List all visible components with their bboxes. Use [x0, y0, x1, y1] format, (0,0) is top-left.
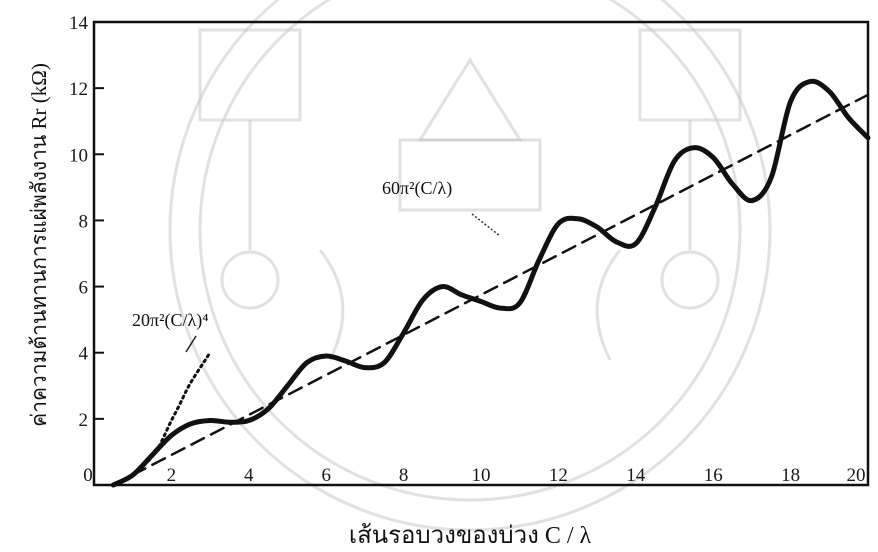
x-axis-title: เส้นรอบวงของบ่วง C / λ — [349, 523, 592, 549]
x-tick-label: 0 — [83, 465, 93, 486]
series-layer — [113, 81, 868, 485]
plot-frame — [94, 22, 868, 485]
x-tick-label: 2 — [167, 465, 177, 486]
y-tick-label: 8 — [79, 211, 89, 232]
x-tick-label: 14 — [626, 465, 646, 486]
y-tick-label: 2 — [79, 410, 89, 431]
x-tick-label: 6 — [321, 465, 331, 486]
y-tick-label: 14 — [69, 13, 89, 34]
series-line-small-loop-approximation — [144, 353, 210, 466]
annotation-leader-2 — [472, 214, 500, 236]
annotation-fourth-power: 20π²(C/λ)⁴ — [132, 310, 208, 331]
x-axis-tick-labels: 0 2 4 6 8 10 12 14 16 18 20 — [83, 465, 865, 486]
x-tick-label: 20 — [847, 465, 866, 486]
y-axis-ticks — [94, 22, 104, 419]
series-line-linear-approximation — [113, 95, 868, 485]
y-axis-title: ค่าความต้านทานการแผ่พลังงาน Rr (kΩ) — [27, 63, 51, 427]
y-tick-label: 4 — [79, 344, 89, 365]
x-tick-label: 18 — [781, 465, 800, 486]
x-tick-label: 12 — [549, 465, 568, 486]
y-tick-label: 12 — [69, 79, 88, 100]
x-tick-label: 4 — [244, 465, 254, 486]
y-tick-label: 10 — [69, 145, 88, 166]
y-axis-tick-labels: 2 4 6 8 10 12 14 — [69, 13, 89, 431]
watermark-seal — [170, 0, 770, 530]
series-line-radiation-resistance — [113, 81, 868, 485]
x-tick-label: 8 — [399, 465, 409, 486]
annotation-linear: 60π²(C/λ) — [382, 178, 452, 199]
y-tick-label: 6 — [79, 278, 89, 299]
x-tick-label: 10 — [472, 465, 491, 486]
x-tick-label: 16 — [704, 465, 723, 486]
